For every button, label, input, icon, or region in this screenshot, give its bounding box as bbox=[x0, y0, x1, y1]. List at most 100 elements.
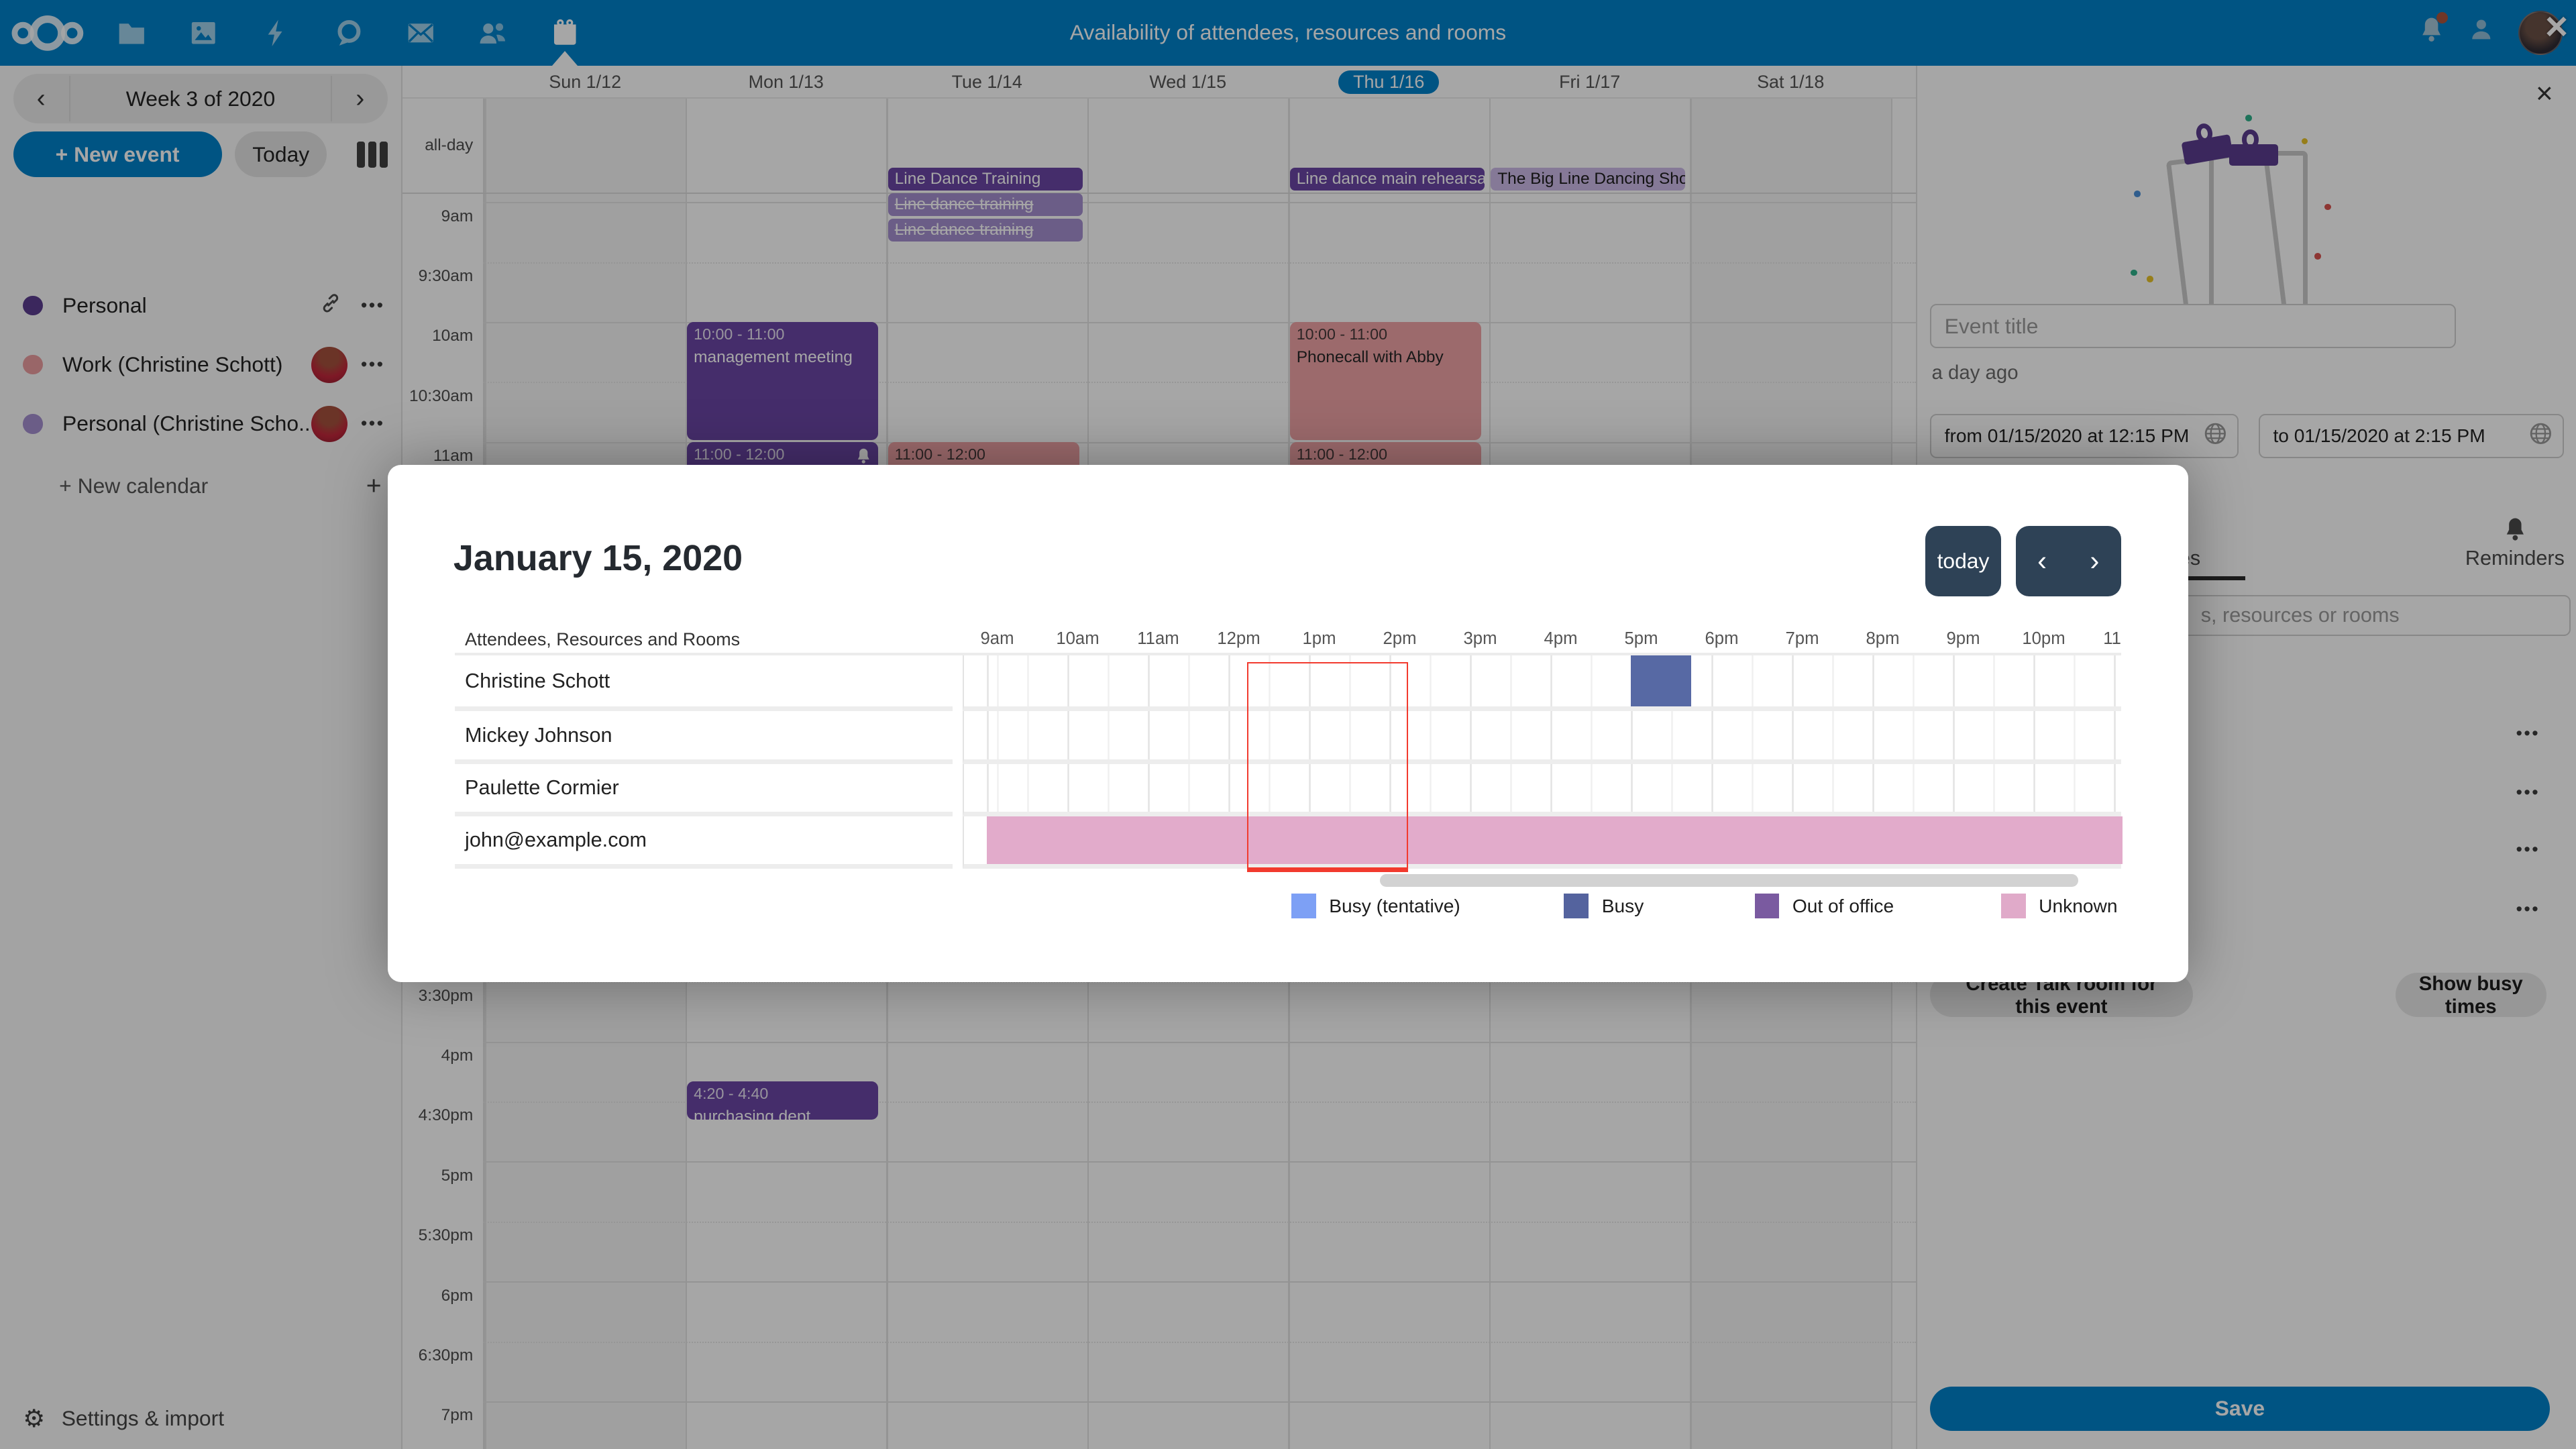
timezone-globe-icon[interactable] bbox=[2203, 421, 2228, 451]
attendee-menu-icon[interactable]: ••• bbox=[2516, 782, 2540, 802]
hour-label: 7pm bbox=[1785, 629, 1819, 648]
day-header-today: Thu 1/16 bbox=[1288, 66, 1489, 99]
hour-label: 2pm bbox=[1383, 629, 1417, 648]
show-busy-times-button[interactable]: Show busy times bbox=[2395, 972, 2546, 1018]
timezone-globe-icon[interactable] bbox=[2528, 421, 2553, 451]
modal-today-button[interactable]: today bbox=[1925, 525, 2001, 596]
hour-label: 3pm bbox=[1463, 629, 1497, 648]
from-datetime-field[interactable]: from 01/15/2020 at 12:15 PM bbox=[1930, 414, 2239, 459]
new-event-button[interactable]: + New event bbox=[13, 131, 222, 178]
photos-icon[interactable] bbox=[168, 0, 240, 66]
calendar-menu-icon[interactable]: ••• bbox=[360, 354, 385, 375]
event-title-input[interactable] bbox=[1930, 304, 2456, 349]
mail-icon[interactable] bbox=[384, 0, 457, 66]
calendar-event[interactable]: 10:00 - 11:00 management meeting bbox=[687, 321, 879, 441]
all-day-event[interactable]: Line dance training bbox=[888, 193, 1083, 217]
time-label: 5pm bbox=[441, 1166, 474, 1185]
legend-label: Out of office bbox=[1792, 895, 1894, 916]
hour-label: 10pm bbox=[2022, 629, 2065, 648]
legend-swatch bbox=[1291, 894, 1316, 918]
attendee-row: john@example.com bbox=[455, 816, 2123, 869]
time-label: 9:30am bbox=[418, 266, 474, 285]
day-header: Sat 1/18 bbox=[1690, 66, 1891, 99]
legend-swatch bbox=[1564, 894, 1589, 918]
all-day-event[interactable]: Line dance training bbox=[888, 218, 1083, 241]
prev-week-button[interactable]: ‹ bbox=[36, 83, 46, 113]
week-label[interactable]: Week 3 of 2020 bbox=[68, 75, 333, 122]
hour-label: 4pm bbox=[1544, 629, 1578, 648]
availability-cell bbox=[963, 816, 2123, 869]
attendee-menu-icon[interactable]: ••• bbox=[2516, 722, 2540, 743]
grid-scrollbar-thumb[interactable] bbox=[1380, 873, 2078, 888]
talk-icon[interactable] bbox=[312, 0, 384, 66]
new-calendar-button[interactable]: + New calendar + bbox=[59, 471, 382, 500]
day-header-label: Wed 1/15 bbox=[1149, 71, 1227, 92]
attendee-row: Christine Schott bbox=[455, 655, 2121, 712]
grid-scrollbar-track bbox=[455, 869, 2121, 895]
nextcloud-logo[interactable] bbox=[0, 13, 95, 53]
notifications-icon[interactable] bbox=[2418, 12, 2448, 50]
all-day-event[interactable]: The Big Line Dancing Show bbox=[1491, 167, 1686, 191]
chevron-left-icon[interactable]: ‹ bbox=[2037, 545, 2047, 577]
avatar[interactable]: × bbox=[2518, 7, 2568, 56]
time-label: 6pm bbox=[441, 1286, 474, 1305]
all-day-event[interactable]: Line Dance Training bbox=[888, 167, 1083, 191]
hour-label: 12pm bbox=[1217, 629, 1260, 648]
calendar-owner-avatar bbox=[311, 346, 348, 383]
all-day-event[interactable]: Line dance main rehearsal bbox=[1289, 167, 1485, 191]
calendar-list-item[interactable]: Personal ••• bbox=[0, 276, 401, 335]
topbar-right: × bbox=[2418, 0, 2568, 66]
attendee-menu-icon[interactable]: ••• bbox=[2516, 839, 2540, 860]
close-icon[interactable]: × bbox=[2535, 76, 2553, 110]
next-week-button[interactable]: › bbox=[356, 83, 365, 113]
today-button[interactable]: Today bbox=[235, 131, 327, 178]
event-time: 11:00 - 12:00 bbox=[1296, 445, 1388, 463]
calendar-color-dot bbox=[23, 295, 43, 316]
time-label: 4pm bbox=[441, 1046, 474, 1065]
hour-label: 10am bbox=[1056, 629, 1099, 648]
to-datetime-field[interactable]: to 01/15/2020 at 2:15 PM bbox=[2258, 414, 2565, 459]
all-day-event-title: Line dance training bbox=[894, 220, 1034, 239]
time-slot-line bbox=[482, 382, 1916, 441]
calendar-icon[interactable] bbox=[529, 0, 602, 66]
attendee-menu-icon[interactable]: ••• bbox=[2516, 898, 2540, 919]
bell-icon bbox=[2432, 513, 2576, 542]
contacts-icon[interactable] bbox=[457, 0, 529, 66]
time-label: 7pm bbox=[441, 1406, 474, 1425]
time-slot-line bbox=[482, 321, 1916, 382]
contacts-menu-icon[interactable] bbox=[2467, 15, 2496, 50]
time-label: 6:30pm bbox=[418, 1346, 474, 1364]
day-header-label: Sun 1/12 bbox=[549, 71, 622, 92]
settings-import-button[interactable]: ⚙ Settings & import bbox=[23, 1404, 225, 1432]
day-header: Sun 1/12 bbox=[484, 66, 686, 99]
calendar-event[interactable]: 10:00 - 11:00 Phonecall with Abby bbox=[1289, 321, 1481, 441]
week-view-toggle-icon[interactable] bbox=[356, 141, 388, 168]
all-day-event-title: The Big Line Dancing Show bbox=[1497, 169, 1686, 188]
activity-icon[interactable] bbox=[240, 0, 313, 66]
notification-dot bbox=[2436, 12, 2448, 24]
week-navigation: ‹ Week 3 of 2020 › bbox=[13, 74, 388, 123]
calendar-name: Work (Christine Schott) bbox=[62, 352, 283, 377]
modal-date-title: January 15, 2020 bbox=[453, 537, 743, 578]
attendee-row: Mickey Johnson bbox=[455, 711, 2121, 764]
calendar-list: Personal ••• Work (Christine Schott) ••• Per… bbox=[0, 276, 401, 453]
calendar-menu-icon[interactable]: ••• bbox=[360, 413, 385, 434]
save-button[interactable]: Save bbox=[1930, 1386, 2550, 1432]
day-header: Tue 1/14 bbox=[886, 66, 1087, 99]
calendar-event[interactable]: 4:20 - 4:40 purchasing dept bbox=[687, 1081, 879, 1120]
calendar-list-item[interactable]: Personal (Christine Scho... ••• bbox=[0, 394, 401, 453]
time-slot-line bbox=[482, 1221, 1916, 1281]
files-icon[interactable] bbox=[95, 0, 168, 66]
editor-tabs: es Reminders Repeat bbox=[1917, 513, 2576, 588]
share-link-icon[interactable] bbox=[320, 291, 341, 321]
tab-reminders[interactable]: Reminders bbox=[2432, 513, 2576, 570]
calendar-list-item[interactable]: Work (Christine Schott) ••• bbox=[0, 335, 401, 394]
event-time: 11:00 - 12:00 bbox=[694, 445, 785, 463]
calendar-menu-icon[interactable]: ••• bbox=[360, 295, 385, 315]
legend-label: Busy (tentative) bbox=[1329, 895, 1460, 916]
proposed-slot-selection[interactable] bbox=[1247, 661, 1409, 873]
chevron-right-icon[interactable]: › bbox=[2090, 545, 2100, 577]
availability-legend: Busy (tentative) Busy Out of office Unknown bbox=[388, 894, 2188, 920]
day-header-label: Thu 1/16 bbox=[1338, 70, 1440, 95]
legend-item-busy: Busy bbox=[1564, 894, 1644, 918]
